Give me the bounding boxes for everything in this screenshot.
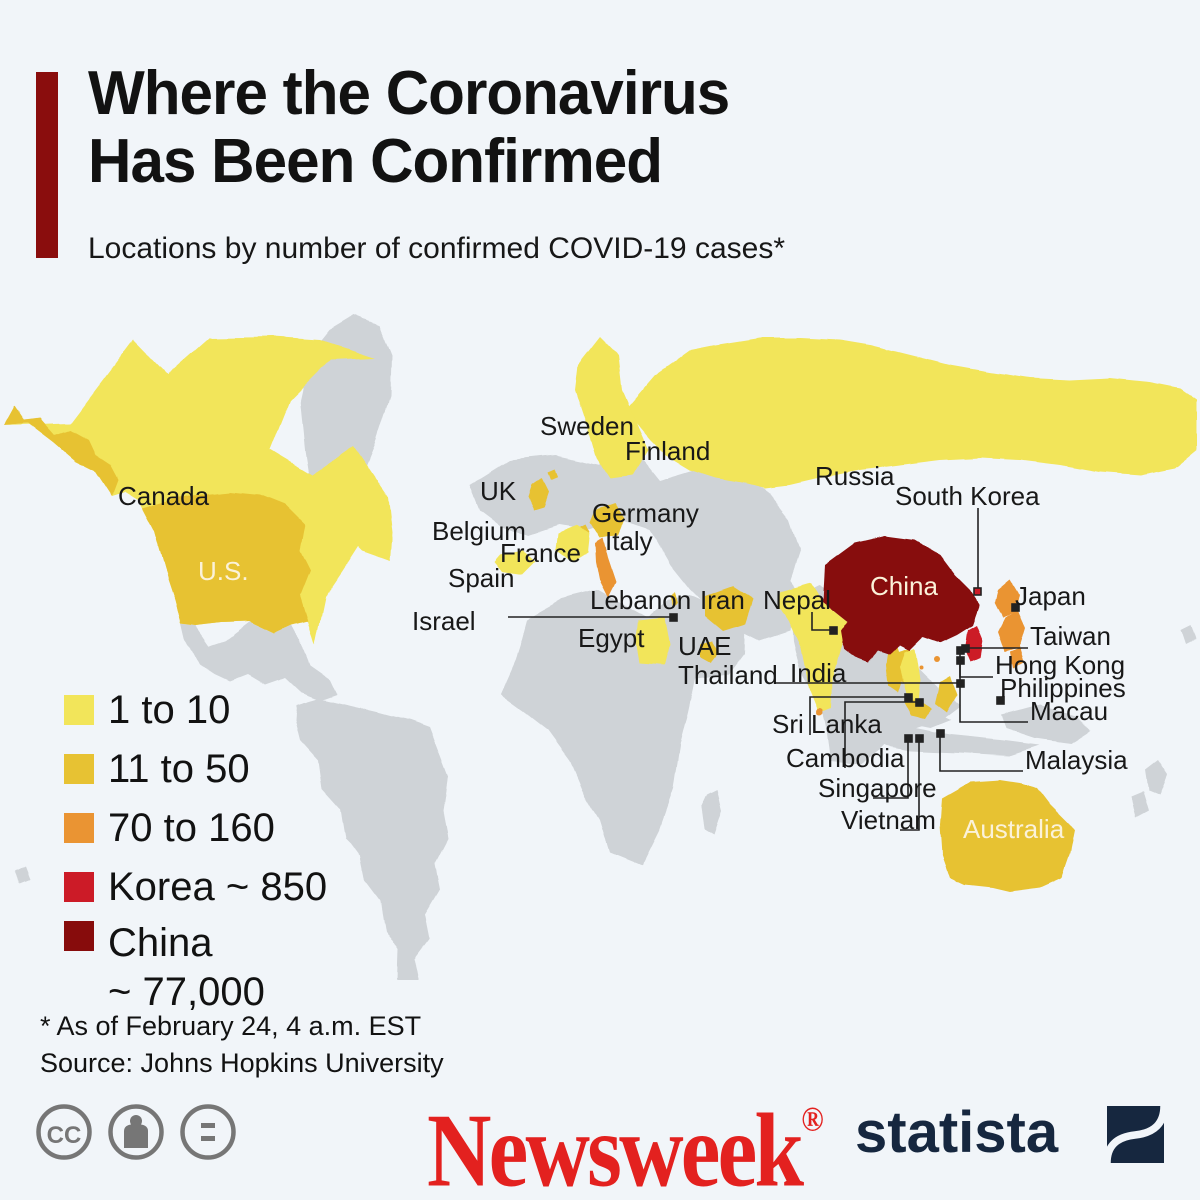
svg-text:statista: statista (855, 1100, 1059, 1165)
svg-text:CC: CC (47, 1122, 82, 1149)
